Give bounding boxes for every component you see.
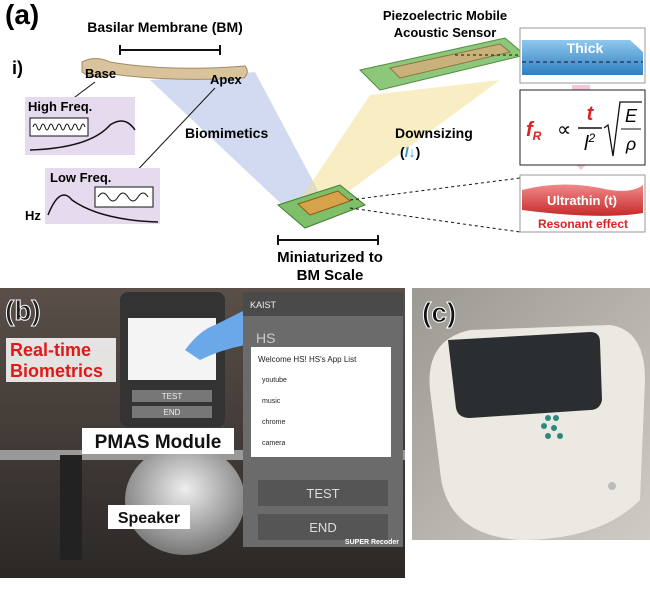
app-item: chrome (262, 419, 285, 426)
post (60, 455, 82, 560)
downsizing-label: Downsizing (395, 125, 473, 141)
beam-blue (150, 72, 322, 214)
small-button (132, 390, 212, 402)
device-button (608, 482, 616, 490)
app-bar-title: KAIST (250, 300, 277, 310)
resonant-label: Resonant effect (538, 217, 628, 231)
wave-box (94, 186, 154, 208)
wave-box (29, 117, 89, 137)
formula-f: fR (526, 119, 542, 143)
overlay-label: Biometrics (10, 361, 103, 381)
paren: ( (400, 144, 405, 160)
module-label: PMAS Module (95, 432, 222, 453)
panel-a: (a) i) Basilar Membrane (BM) Base Apex H… (5, 0, 646, 284)
button-label: TEST (306, 486, 339, 501)
app-bar (243, 292, 403, 316)
button-label: END (309, 520, 336, 535)
heading: HS (256, 330, 275, 346)
watermark: SUPER Recoder (345, 539, 399, 546)
label-bg (6, 338, 116, 382)
subscript: R (533, 129, 542, 143)
glove (185, 310, 245, 360)
miniaturized-label: Miniaturized to (277, 249, 383, 266)
miniaturized-label: BM Scale (297, 267, 364, 284)
callout-line (349, 177, 521, 201)
panel-b: TEST END Real-time Biometrics PMAS Modul… (0, 288, 405, 578)
button (258, 514, 388, 540)
dialog (251, 347, 391, 457)
biomimetics-label: Biomimetics (185, 125, 268, 141)
denominator: l2 (584, 131, 595, 155)
down-arrow: ↓ (409, 144, 416, 160)
length-var: l (405, 144, 410, 160)
button (258, 480, 388, 506)
paren: ) (416, 144, 421, 160)
arrow (129, 87, 216, 179)
wave (32, 123, 86, 131)
l: l (584, 133, 589, 155)
device-screen (448, 332, 602, 418)
downsizing-symbol: (l↓) (400, 144, 420, 160)
ultrathin-label: Ultrathin (t) (547, 193, 617, 208)
sub-label: i) (12, 58, 23, 78)
thick-label: Thick (567, 40, 604, 56)
modulus: E (625, 106, 638, 126)
density: ρ (625, 134, 636, 154)
overlay-label: Real-time (10, 340, 91, 360)
small-electrodes (297, 190, 351, 216)
apex-label: Apex (210, 72, 243, 87)
small-button (132, 406, 212, 418)
beam-yellow (300, 80, 500, 205)
high-freq-label: High Freq. (28, 99, 92, 114)
f: f (526, 119, 535, 141)
sensor-electrodes (388, 43, 512, 79)
sqrt (603, 101, 642, 157)
bm-title: Basilar Membrane (BM) (87, 19, 243, 35)
speaker-label: Speaker (118, 510, 180, 527)
app-item: camera (262, 440, 285, 447)
speaker-body (125, 445, 245, 555)
low-freq-label: Low Freq. (50, 170, 111, 185)
sensor-title: Acoustic Sensor (394, 25, 497, 40)
callout-line (349, 207, 521, 233)
app-item: youtube (262, 377, 287, 384)
scale-bar (119, 45, 221, 55)
hz-label: Hz (25, 208, 41, 223)
dialog-title: Welcome HS! HS's App List (258, 355, 357, 364)
panel-c: (c) (412, 288, 650, 540)
sensor-title: Piezoelectric Mobile (383, 8, 507, 23)
response-curve (47, 194, 159, 223)
base-label: Base (85, 66, 116, 81)
panel-label: (c) (422, 297, 456, 328)
thin-layer (522, 184, 643, 216)
small-button-label: END (164, 408, 181, 417)
device-logo (541, 415, 563, 439)
label-bg (108, 505, 190, 529)
small-button-label: TEST (162, 392, 183, 401)
wave (97, 192, 149, 202)
label-bg (82, 428, 234, 454)
scale-bar (277, 235, 379, 245)
exponent: 2 (587, 131, 595, 145)
panel-label: (a) (5, 0, 39, 30)
membrane (81, 58, 248, 80)
panel-label: (b) (5, 295, 41, 326)
proportional: ∝ (557, 119, 571, 141)
response-curve (29, 120, 136, 151)
numerator: t (587, 103, 595, 125)
thick-layer (522, 40, 643, 75)
app-item: music (262, 398, 281, 405)
